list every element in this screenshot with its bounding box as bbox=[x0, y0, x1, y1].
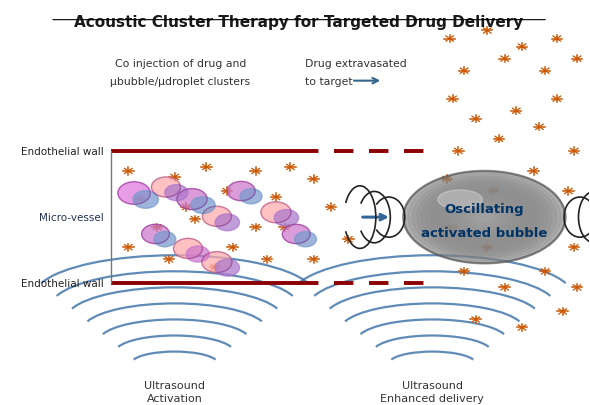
Text: μbubble/μdroplet clusters: μbubble/μdroplet clusters bbox=[110, 77, 251, 86]
Ellipse shape bbox=[421, 182, 548, 254]
Ellipse shape bbox=[466, 207, 503, 228]
Text: Oscillating: Oscillating bbox=[445, 202, 524, 215]
Circle shape bbox=[118, 182, 150, 205]
Ellipse shape bbox=[453, 200, 516, 235]
Circle shape bbox=[215, 214, 240, 231]
Text: Endothelial wall: Endothelial wall bbox=[21, 147, 104, 156]
Text: Acoustic Cluster Therapy for Targeted Drug Delivery: Acoustic Cluster Therapy for Targeted Dr… bbox=[74, 15, 524, 30]
Circle shape bbox=[240, 189, 262, 205]
Text: activated bubble: activated bubble bbox=[421, 226, 548, 239]
Text: Ultrasound: Ultrasound bbox=[402, 380, 463, 390]
Ellipse shape bbox=[430, 187, 539, 248]
Ellipse shape bbox=[440, 192, 529, 243]
Circle shape bbox=[283, 225, 310, 244]
Circle shape bbox=[274, 210, 299, 227]
Ellipse shape bbox=[476, 213, 493, 223]
Circle shape bbox=[261, 202, 291, 223]
Ellipse shape bbox=[426, 184, 543, 251]
Circle shape bbox=[202, 207, 231, 227]
Circle shape bbox=[173, 239, 202, 259]
Ellipse shape bbox=[435, 190, 534, 246]
Circle shape bbox=[294, 232, 316, 247]
Ellipse shape bbox=[448, 197, 520, 238]
Ellipse shape bbox=[417, 179, 552, 256]
Text: Ultrasound: Ultrasound bbox=[144, 380, 205, 390]
Circle shape bbox=[165, 185, 188, 201]
Text: Co injection of drug and: Co injection of drug and bbox=[114, 58, 246, 68]
Ellipse shape bbox=[408, 174, 561, 261]
Text: Micro-vessel: Micro-vessel bbox=[39, 213, 104, 223]
Circle shape bbox=[133, 191, 158, 209]
Ellipse shape bbox=[438, 190, 483, 210]
Circle shape bbox=[142, 225, 169, 244]
Text: Activation: Activation bbox=[147, 393, 202, 403]
Ellipse shape bbox=[404, 172, 565, 264]
Text: Enhanced delivery: Enhanced delivery bbox=[381, 393, 484, 403]
Circle shape bbox=[186, 246, 209, 262]
Text: Endothelial wall: Endothelial wall bbox=[21, 279, 104, 289]
Circle shape bbox=[152, 177, 181, 198]
Circle shape bbox=[227, 182, 255, 201]
Circle shape bbox=[177, 189, 207, 210]
Circle shape bbox=[191, 197, 215, 214]
Ellipse shape bbox=[444, 194, 525, 241]
Ellipse shape bbox=[404, 172, 565, 264]
Text: to target: to target bbox=[305, 77, 352, 86]
Ellipse shape bbox=[462, 205, 507, 230]
Circle shape bbox=[202, 252, 232, 273]
Ellipse shape bbox=[480, 215, 489, 220]
Circle shape bbox=[154, 232, 176, 247]
Ellipse shape bbox=[457, 202, 512, 233]
Text: Drug extravasated: Drug extravasated bbox=[305, 58, 407, 68]
Ellipse shape bbox=[471, 210, 498, 225]
Ellipse shape bbox=[412, 177, 556, 258]
Circle shape bbox=[215, 260, 240, 277]
